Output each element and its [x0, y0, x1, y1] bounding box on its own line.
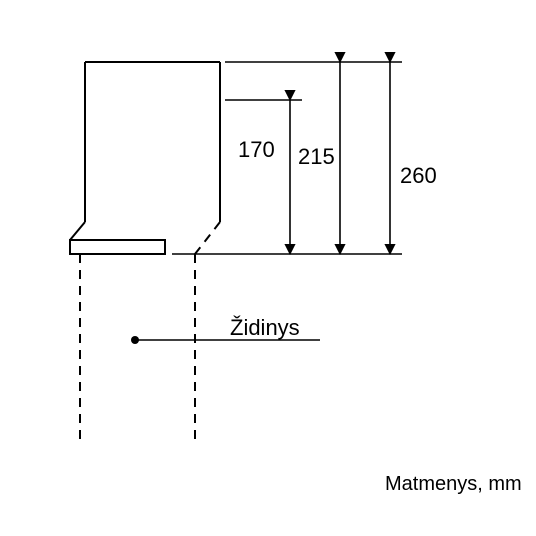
technical-drawing: 170 215 260 Židinys Matmenys, mm	[0, 0, 536, 536]
fireplace-label: Židinys	[230, 315, 300, 340]
units-caption: Matmenys, mm	[385, 473, 522, 495]
dim-170-label: 170	[238, 137, 275, 162]
diagonal-edge	[195, 222, 220, 254]
dim-260-label: 260	[400, 163, 437, 188]
tray	[70, 240, 165, 254]
dim-215-label: 215	[298, 144, 335, 169]
body-left-lower	[70, 222, 85, 240]
